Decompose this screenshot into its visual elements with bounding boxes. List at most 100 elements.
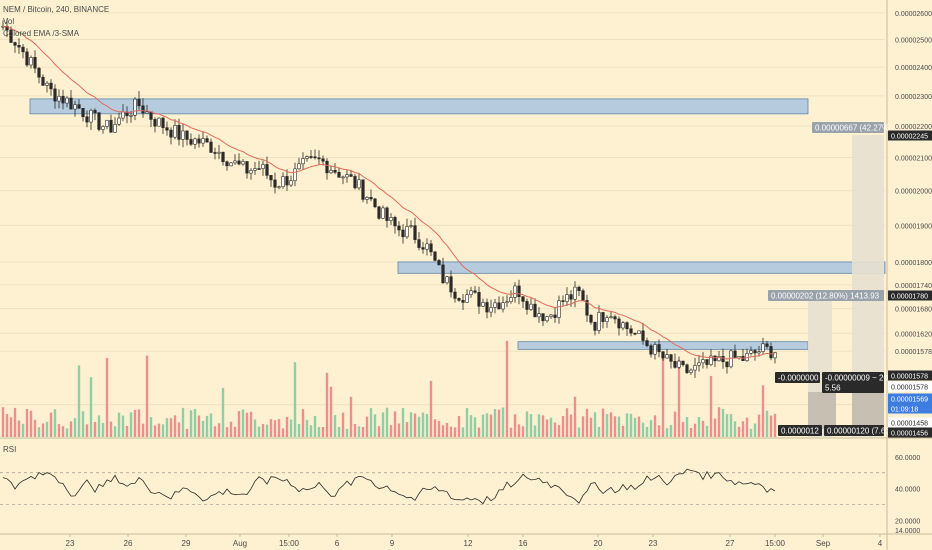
volume-bar [485,413,489,437]
volume-bar [677,359,681,437]
measure-range-3 [808,392,836,429]
candle-body [617,318,621,329]
candle-body [393,217,397,227]
candle-body [113,124,117,133]
candle-body [717,356,721,362]
candle-body [633,332,637,335]
volume-bar [365,416,369,437]
candle-body [289,180,293,186]
volume-bar [393,411,397,437]
volume-bar [741,421,745,437]
volume-bar [429,380,433,437]
candle-body [205,138,209,143]
volume-bar [617,416,621,437]
volume-bar [309,425,313,437]
volume-bar [289,419,293,437]
candle-body [705,359,709,365]
candle-body [713,355,717,362]
volume-bar [593,412,597,437]
symbol-legend[interactable]: NEM / Bitcoin, 240, BINANCE [3,5,110,14]
annotation-label[interactable]: 5.56 [825,384,841,393]
annotation-label[interactable]: 0.00000120 (7.60 [827,427,890,436]
indicator-legend[interactable]: Colored EMA /3-SMA [3,29,80,38]
candle-body [337,172,341,178]
candle-body [325,160,329,174]
volume-bar [297,423,301,437]
volume-bar [21,423,25,437]
annotation-label[interactable]: 0.00000202 (12.80%) 1413.93 [771,292,880,301]
candle-body [381,207,385,219]
candle-body [641,330,645,341]
price-tick-label: 0.00001900 [895,223,932,230]
volume-bar [77,365,81,437]
volume-bar [61,426,65,437]
volume-bar [213,426,217,437]
candle-body [385,207,389,221]
volume-bar [469,415,473,437]
candle-body [437,260,441,266]
candle-body [301,158,305,165]
volume-bar [197,415,201,437]
volume-bar [97,415,101,437]
volume-bar [157,423,161,437]
volume-bar [73,418,77,437]
candle-body [357,179,361,189]
annotation-label[interactable]: -0.0000000 [778,374,819,383]
candle-body [697,362,701,366]
candle-body [169,129,173,138]
candle-body [649,345,653,355]
candle-body [485,302,489,313]
volume-bar [557,425,561,437]
candle-body [81,107,85,118]
volume-bar [209,413,213,437]
price-tick-label: 0.00002400 [895,65,932,72]
volume-bar [701,420,705,437]
candle-body [349,174,353,177]
volume-bar [153,425,157,437]
volume-bar [373,414,377,437]
volume-bar [601,408,605,437]
volume-bar [605,414,609,437]
price-tag: 0.00001578 [891,374,928,381]
volume-bar [533,425,537,437]
volume-bar [33,419,37,437]
volume-bar [29,410,33,437]
candle-body [309,156,313,158]
candle-body [481,302,485,307]
volume-bar [729,414,733,437]
price-tag: 01:09:18 [891,407,918,414]
volume-bar [265,424,269,437]
annotation-label[interactable]: 0.00000667 (42.27% [815,124,889,133]
price-tag: 0.00001458 [891,421,928,428]
volume-bar [465,408,469,437]
price-tag-box [888,417,932,428]
candle-body [473,290,477,293]
candle-body [609,316,613,318]
volume-bar [521,426,525,437]
candle-body [689,369,693,373]
candle-body [489,307,493,313]
annotation-label[interactable]: -0.00000009 ~ 20 [825,374,888,383]
candle-body [305,156,309,159]
candle-body [637,330,641,334]
time-tick-label: 20 [594,539,603,548]
volume-bar [293,362,297,437]
candle-body [257,168,261,170]
candle-body [317,157,321,160]
rsi-legend[interactable]: RSI [3,445,17,454]
candle-body [269,175,273,181]
time-tick-label: 15:00 [765,539,786,548]
candle-body [45,82,49,86]
candle-body [765,343,769,347]
vol-legend[interactable]: Vol [3,17,15,26]
volume-bar [9,417,13,437]
volume-bar [113,426,117,437]
volume-bar [1,407,5,437]
candle-body [25,51,29,66]
volume-bar [149,417,153,437]
candle-body [573,286,577,300]
time-tick-label: 15:00 [279,539,300,548]
annotation-label[interactable]: 0.0000012 [781,427,819,436]
candle-body [365,197,369,200]
